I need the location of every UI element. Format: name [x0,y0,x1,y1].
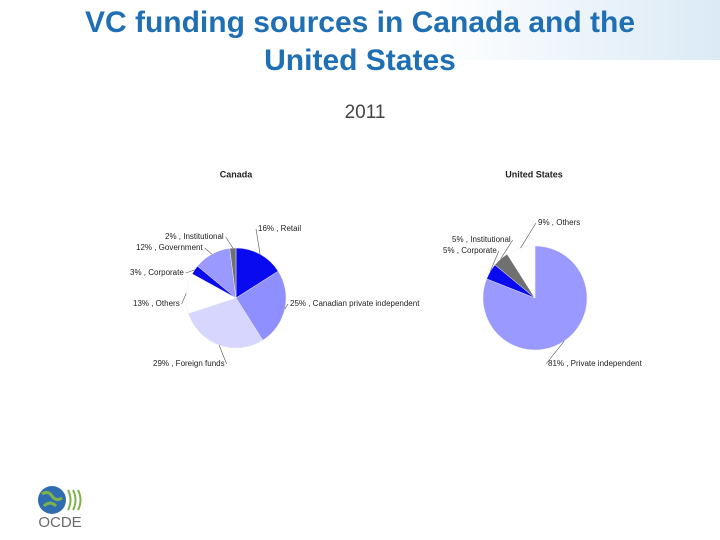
slice-label: 2% , Institutional [165,232,224,241]
slice-label: 5% , Institutional [452,235,511,244]
leader-line [218,344,227,365]
pie-slice [188,297,264,349]
slide-title: VC funding sources in Canada and the Uni… [84,6,636,77]
leader-line [520,222,537,249]
pie-slice [506,245,536,299]
slice-label: 13% , Others [133,299,180,308]
leader-line [545,340,565,365]
logo: OCDE [38,486,82,531]
leader-line [500,239,513,260]
slice-label: 29% , Foreign funds [153,359,225,368]
slice-label: 3% , Corporate [130,268,184,277]
leader-line [225,236,234,249]
pie-slice [235,247,279,299]
leader-line [284,303,289,310]
chart-title: Canada [220,169,254,179]
slice-label: 12% , Government [136,243,203,252]
slice-label: 5% , Corporate [443,246,497,255]
slide-subtitle: 2011 [344,102,386,123]
logo-text: OCDE [38,514,81,531]
leader-line [185,269,195,274]
slice-label: 25% , Canadian private independent [290,299,420,308]
leader-line [489,250,500,272]
slice-label: 16% , Retail [258,224,301,233]
slice-label: 9% , Others [538,218,580,227]
leader-line [204,247,213,255]
leader-line [181,293,187,305]
pie-slice [235,270,287,341]
slice-label: 81% , Private independent [548,359,643,368]
chart-title: United States [505,169,563,179]
leader-line [255,228,261,255]
header-background [0,0,720,60]
